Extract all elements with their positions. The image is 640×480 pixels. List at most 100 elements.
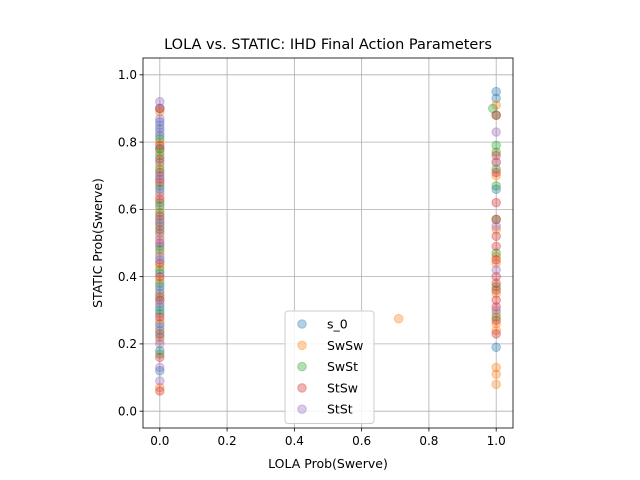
- data-point: [155, 157, 165, 168]
- legend-marker: [297, 340, 307, 351]
- data-point: [155, 352, 165, 363]
- data-point: [155, 318, 165, 329]
- x-axis-label: LOLA Prob(Swerve): [268, 456, 388, 471]
- legend-item: StSt: [297, 402, 353, 417]
- y-axis-label: STATIC Prob(Swerve): [90, 178, 105, 308]
- data-point: [491, 265, 501, 275]
- data-point: [155, 312, 165, 322]
- plot-points: [155, 86, 501, 396]
- data-point: [491, 147, 501, 157]
- legend-item: SwSt: [297, 359, 358, 374]
- data-point: [155, 224, 165, 235]
- data-point: [155, 292, 165, 302]
- data-point: [491, 197, 501, 208]
- data-point: [491, 110, 501, 120]
- x-axis-ticks: 0.0 0.2 0.4 0.6 0.8 1.0: [150, 428, 506, 448]
- data-point: [491, 164, 501, 174]
- data-point: [155, 271, 165, 282]
- data-point: [155, 174, 165, 184]
- plot-frame: [142, 57, 514, 429]
- legend-item: SwSw: [297, 338, 363, 353]
- data-point: [491, 181, 501, 191]
- y-tick-label: 0.8: [118, 135, 137, 149]
- data-point: [155, 130, 165, 141]
- legend-marker: [297, 319, 307, 329]
- data-point: [155, 167, 165, 178]
- data-point: [155, 221, 165, 231]
- data-point: [491, 379, 501, 390]
- data-point: [155, 265, 165, 275]
- data-point: [155, 305, 165, 316]
- legend-label: SwSw: [327, 338, 363, 353]
- data-point: [491, 86, 501, 97]
- data-point: [155, 231, 165, 242]
- legend-label: s_0: [327, 317, 348, 332]
- data-point: [155, 117, 165, 127]
- data-point: [155, 329, 165, 339]
- x-tick-label: 0.6: [352, 434, 371, 448]
- data-point: [491, 241, 501, 252]
- grid: [143, 58, 513, 428]
- data-point: [155, 278, 165, 289]
- data-point: [155, 211, 165, 221]
- data-point: [155, 308, 165, 319]
- data-point: [155, 322, 165, 332]
- legend-marker: [297, 383, 307, 393]
- data-point: [155, 345, 165, 356]
- data-point: [491, 214, 501, 225]
- series-s-0: [155, 86, 501, 376]
- data-point: [155, 268, 165, 279]
- data-point: [155, 302, 165, 312]
- data-point: [155, 386, 165, 396]
- data-point: [155, 187, 165, 198]
- data-point: [155, 325, 165, 336]
- data-point: [491, 318, 501, 329]
- data-point: [491, 93, 501, 104]
- data-point: [155, 339, 165, 349]
- data-point: [491, 184, 501, 194]
- data-point: [491, 214, 501, 225]
- data-point: [155, 241, 165, 252]
- data-point: [155, 362, 165, 373]
- data-point: [155, 177, 165, 188]
- y-tick-label: 0.6: [118, 203, 137, 217]
- data-point: [155, 349, 165, 359]
- series-swst: [155, 103, 501, 359]
- data-point: [155, 261, 165, 272]
- data-point: [155, 298, 165, 309]
- data-point: [155, 218, 165, 228]
- data-point: [491, 308, 501, 319]
- legend-label: StSt: [327, 402, 353, 417]
- data-point: [155, 174, 165, 184]
- legend-item: s_0: [297, 317, 348, 332]
- data-point: [155, 228, 165, 238]
- legend-label: SwSt: [327, 359, 358, 374]
- data-point: [155, 150, 165, 161]
- data-point: [393, 313, 404, 324]
- y-tick-label: 1.0: [118, 68, 137, 82]
- x-tick-label: 0.4: [285, 434, 304, 448]
- data-point: [491, 127, 501, 137]
- data-point: [155, 366, 165, 376]
- data-point: [491, 224, 501, 235]
- legend: s_0 SwSw SwSt StSw StSt: [284, 310, 375, 424]
- data-point: [155, 255, 165, 265]
- data-point: [155, 275, 165, 285]
- data-point: [155, 218, 165, 228]
- y-tick-label: 0.0: [118, 404, 137, 418]
- x-tick-label: 0.0: [150, 434, 169, 448]
- data-point: [155, 234, 165, 245]
- data-point: [155, 288, 165, 299]
- y-axis-ticks: 0.0 0.2 0.4 0.6 0.8 1.0: [118, 68, 143, 418]
- data-point: [491, 271, 501, 282]
- data-point: [155, 295, 165, 305]
- data-point: [155, 204, 165, 215]
- data-point: [491, 288, 501, 299]
- data-point: [491, 157, 501, 168]
- data-point: [155, 170, 165, 181]
- data-point: [491, 315, 501, 326]
- data-point: [155, 244, 165, 255]
- data-point: [155, 281, 165, 292]
- data-point: [155, 107, 165, 117]
